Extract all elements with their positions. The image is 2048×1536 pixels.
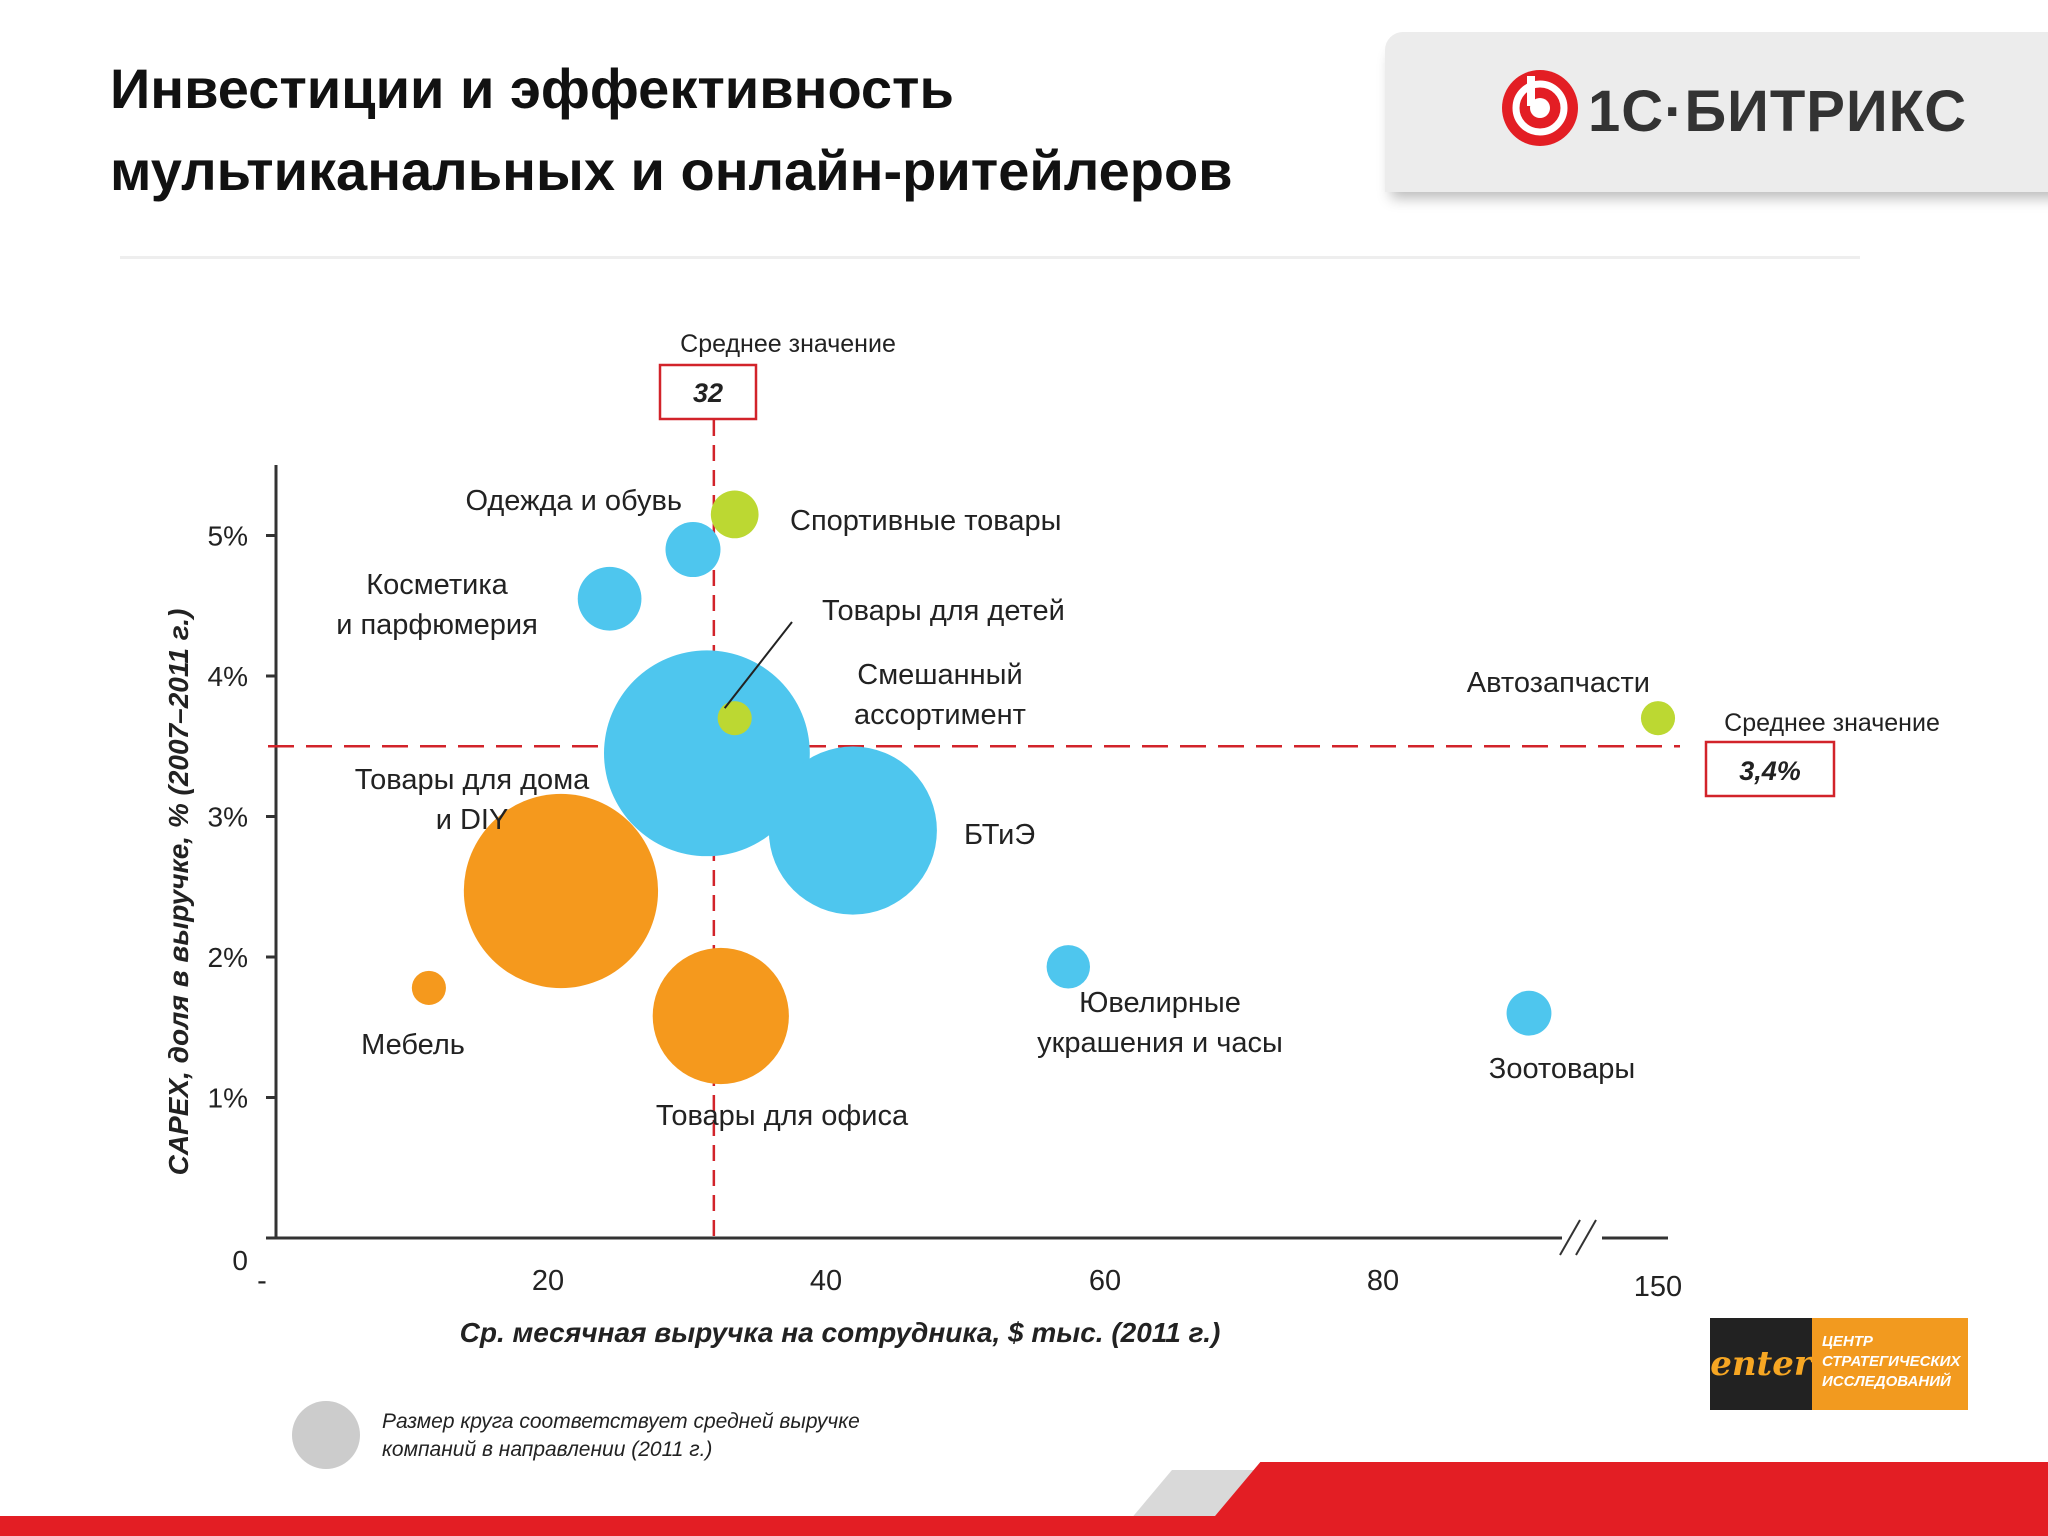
center-name: ЦЕНТР СТРАТЕГИЧЕСКИХ ИССЛЕДОВАНИЙ [1812, 1318, 1968, 1410]
mean-x-caption: Среднее значение [680, 330, 896, 358]
x-tick-label: 40 [810, 1265, 842, 1297]
mean-x-box [658, 363, 758, 421]
logo-card [1385, 32, 2048, 192]
size-note-line-2: компаний в направлении (2011 г.) [382, 1438, 712, 1461]
center-line-3: ИССЛЕДОВАНИЙ [1822, 1373, 1951, 1390]
mean-y-value: 3,4% [1739, 756, 1801, 786]
bubble-point [665, 522, 721, 578]
x-tick-label: 150 [1634, 1271, 1682, 1303]
bubble-label: и парфюмерия [336, 609, 538, 641]
y-tick-label: 3% [208, 802, 248, 833]
bubble-label: Зоотовары [1489, 1053, 1635, 1085]
bubble-label: Мебель [361, 1029, 465, 1061]
axis-break-mark [1575, 1219, 1597, 1256]
x-tick-label: 60 [1089, 1265, 1121, 1297]
bubble-label: Товары для офиса [656, 1100, 909, 1132]
x-tick-label: 20 [532, 1265, 564, 1297]
size-note-line-1: Размер круга соответствует средней выруч… [382, 1410, 860, 1433]
bubble-label: Косметика [366, 569, 508, 601]
bubble-label: Ювелирные [1079, 987, 1241, 1019]
bubble-point [604, 650, 810, 857]
title-line-1: Инвестиции и эффективность [110, 57, 954, 120]
y-axis-label: CAPEX, доля в выручке, % (2007–2011 г.) [163, 609, 194, 1176]
mean-x-value: 32 [693, 378, 723, 408]
page-title: Инвестиции и эффективность мультиканальн… [110, 48, 1233, 212]
footer-red-corner [1210, 1462, 2048, 1522]
center-line-1: ЦЕНТР [1822, 1333, 1873, 1350]
enter-badge: enter ЦЕНТР СТРАТЕГИЧЕСКИХ ИССЛЕДОВАНИЙ [1710, 1318, 1968, 1410]
x-tick-label: 80 [1367, 1265, 1399, 1297]
bubble-label: и DIY [436, 804, 509, 836]
bubble-label: Автозапчасти [1467, 667, 1650, 699]
header-divider [120, 256, 1860, 259]
y-tick-label: 2% [208, 942, 248, 973]
chart-axes [266, 465, 1668, 1256]
bubble-labels: Одежда и обувь Спортивные товары Косметика… [336, 485, 1650, 1132]
bubble-point [1046, 945, 1091, 989]
bubble-label: Спортивные товары [790, 505, 1061, 537]
logo-text: 1С·БИТРИКС [1588, 79, 1968, 144]
bubble-label: Одежда и обувь [465, 485, 682, 517]
bubble-label: БТиЭ [964, 819, 1035, 851]
leader-line [723, 621, 793, 709]
mean-y-box [1704, 740, 1836, 798]
x-tick-label: - [257, 1265, 267, 1297]
size-legend-circle [292, 1401, 360, 1469]
bitrix-logo-icon [1502, 70, 1578, 146]
y-tick-label: 0 [232, 1245, 248, 1276]
bubble-point [717, 701, 752, 736]
title-line-2: мультиканальных и онлайн-ритейлеров [110, 139, 1233, 202]
bubble-label: Товары для детей [822, 595, 1065, 627]
y-tick-label: 1% [208, 1083, 248, 1114]
footer-red-bar [0, 1516, 2048, 1536]
bubble-point [710, 490, 759, 539]
mean-y-caption: Среднее значение [1724, 709, 1940, 737]
x-axis-label: Ср. месячная выручка на сотрудника, $ ты… [460, 1317, 1221, 1348]
bubble-point [411, 970, 446, 1005]
bubble-label: ассортимент [854, 699, 1026, 731]
center-line-2: СТРАТЕГИЧЕСКИХ [1822, 1353, 1961, 1370]
bubble-point [768, 746, 937, 915]
bubble-label: Товары для дома [355, 764, 590, 796]
bubble-point [1506, 990, 1552, 1036]
bubble-label: украшения и часы [1037, 1027, 1283, 1059]
y-tick-label: 4% [208, 661, 248, 692]
bubbles [411, 490, 1676, 1085]
bubble-point [463, 793, 659, 989]
bubble-label: Смешанный [857, 659, 1022, 691]
bubble-point [577, 566, 642, 631]
axis-break-mark [1559, 1219, 1581, 1256]
y-tick-label: 5% [208, 521, 248, 552]
bubble-point [1640, 701, 1676, 736]
tick-labels: 0 1% 2% 3% 4% 5% - 20 40 60 80 150 [208, 521, 1683, 1304]
enter-logo: enter [1710, 1318, 1812, 1410]
bubble-point [652, 947, 789, 1085]
